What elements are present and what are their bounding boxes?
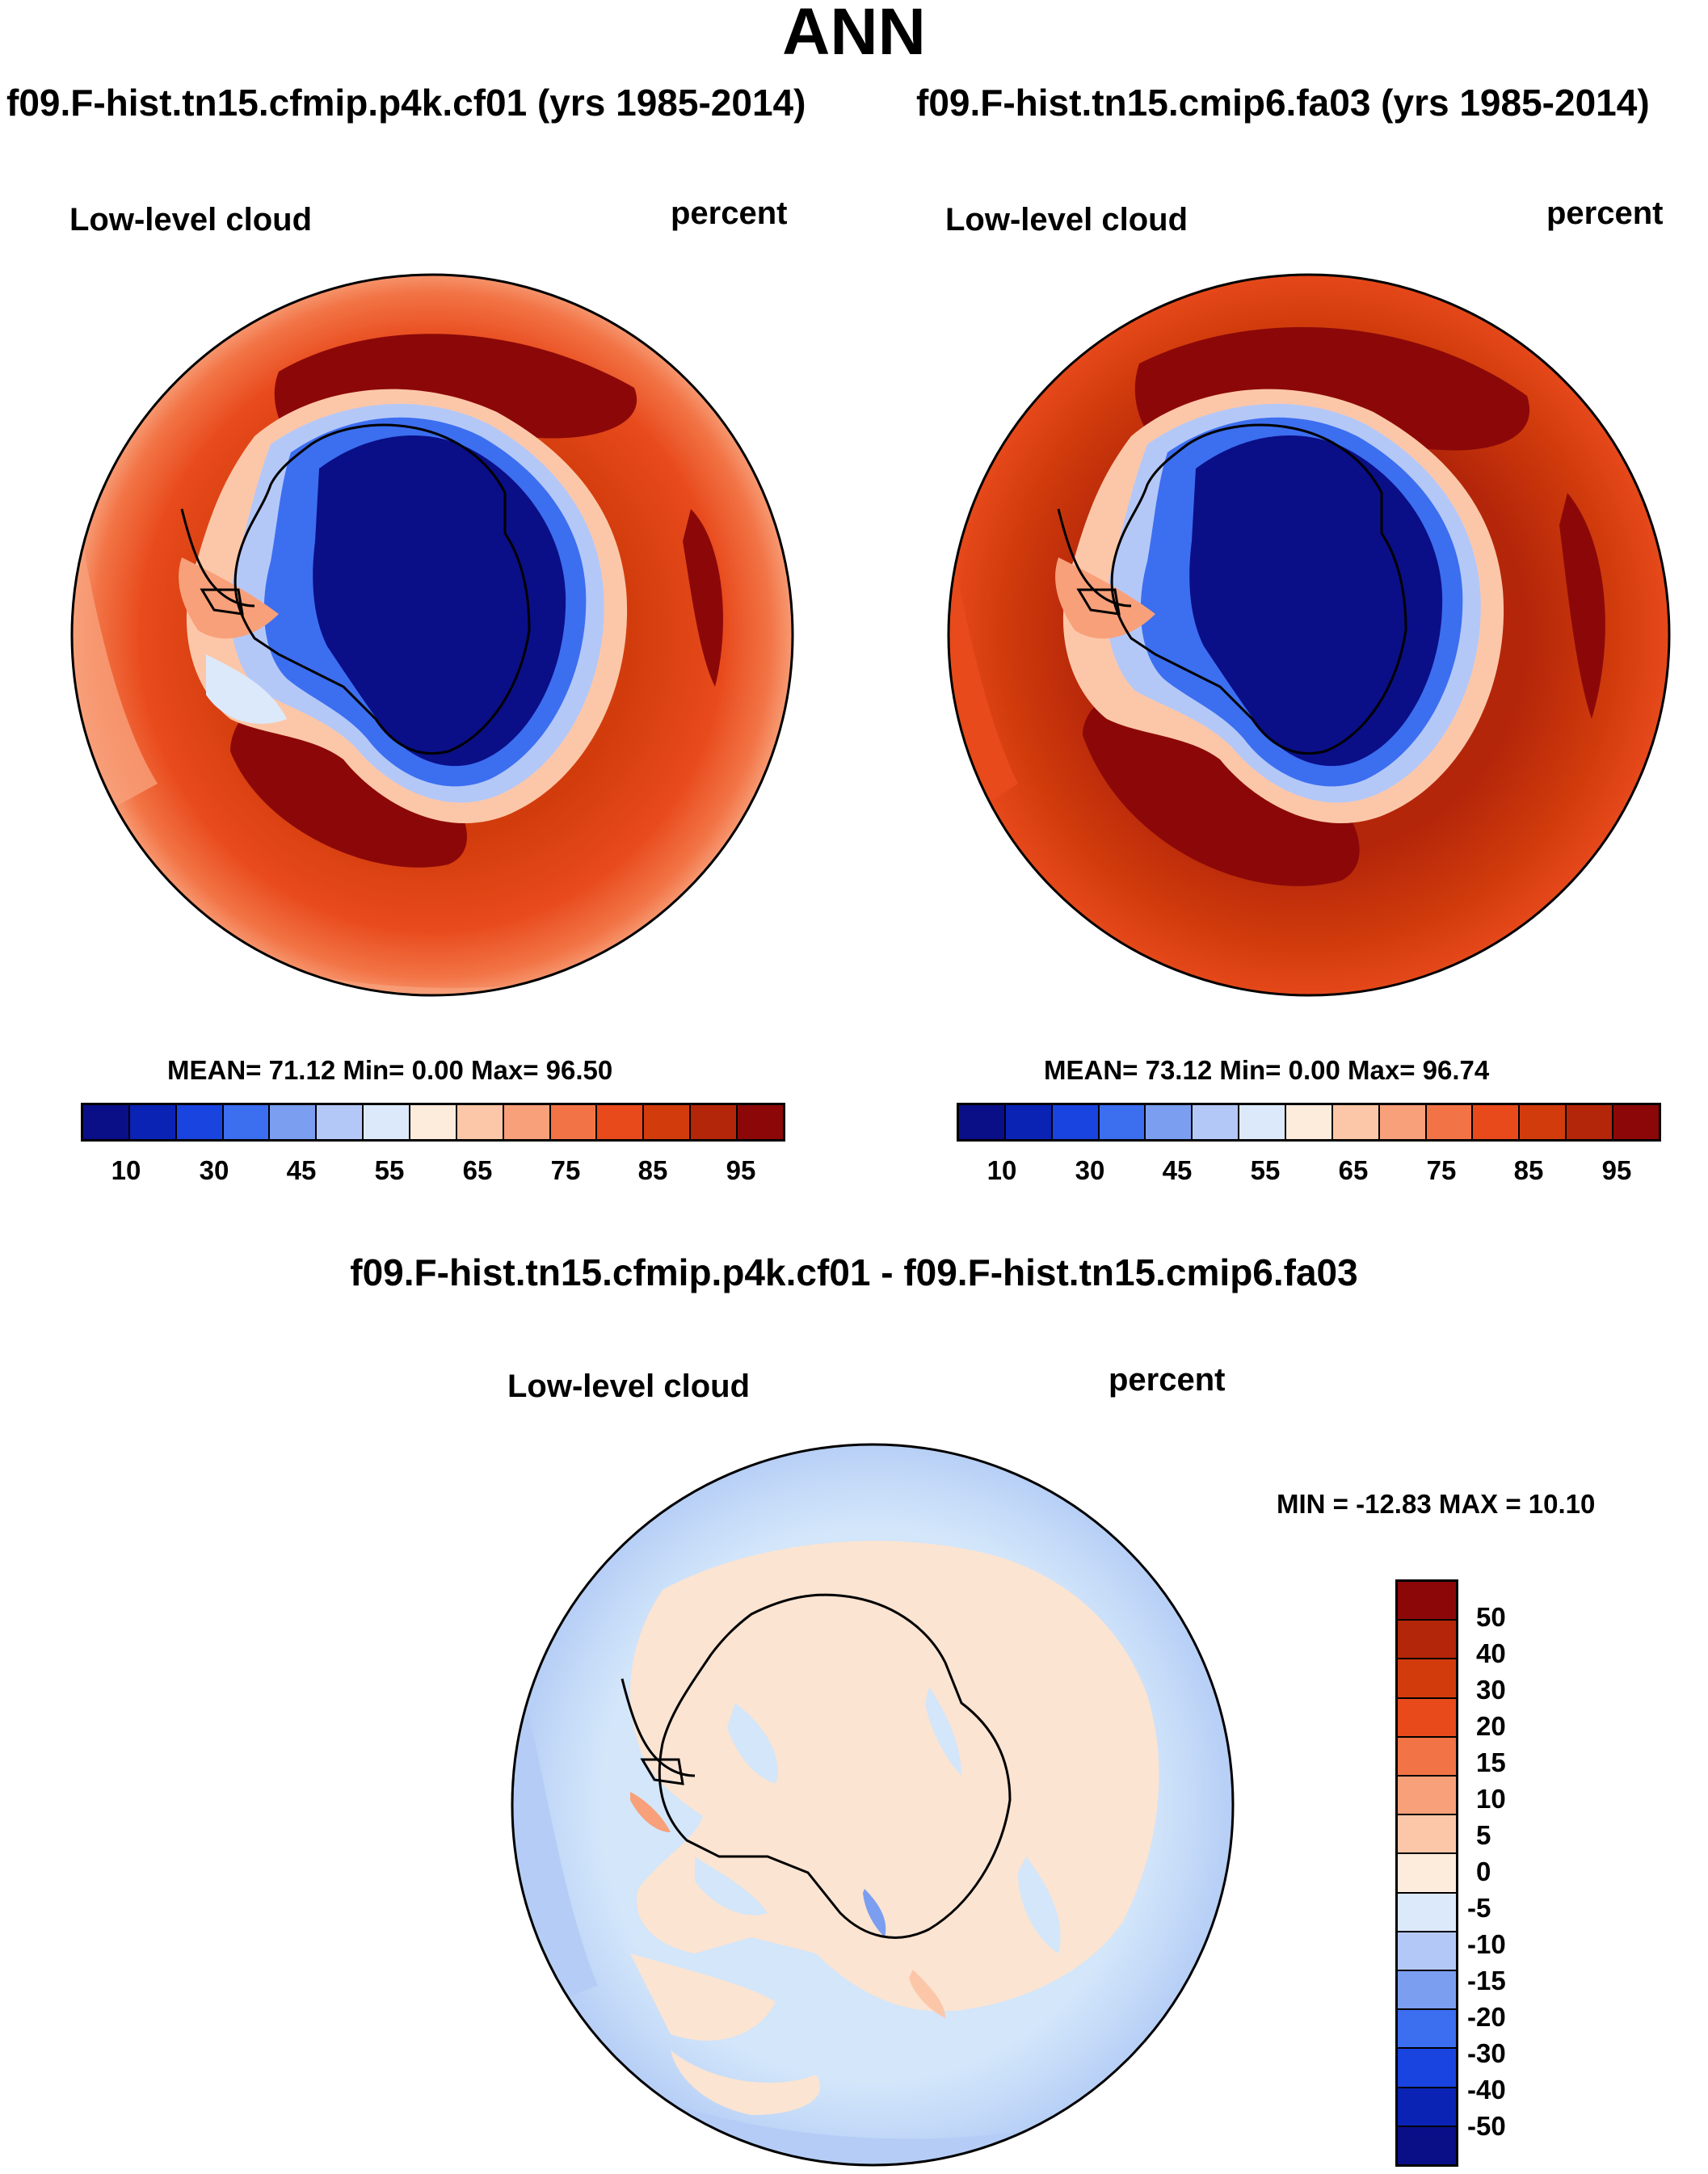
panel1-case-title: f09.F-hist.tn15.cfmip.p4k.cf01 (yrs 1985… (6, 82, 806, 124)
panel1-tick: 55 (374, 1155, 405, 1185)
diff-tick: 20 (1476, 1711, 1506, 1741)
panel2-tick: 55 (1250, 1155, 1281, 1185)
diff-tick: 10 (1476, 1784, 1506, 1814)
panel2-case-title: f09.F-hist.tn15.cmip6.fa03 (yrs 1985-201… (916, 82, 1650, 124)
panel2-tick: 10 (987, 1155, 1017, 1185)
panel2-tick: 85 (1513, 1155, 1544, 1185)
diff-tick: -40 (1467, 2075, 1506, 2105)
panel2-tick: 75 (1426, 1155, 1457, 1185)
panel1-tick: 75 (550, 1155, 581, 1185)
panel1-tick: 30 (199, 1155, 229, 1185)
diff-tick: 30 (1476, 1675, 1506, 1705)
panel2-tick: 45 (1162, 1155, 1193, 1185)
diff-tick: -5 (1467, 1893, 1491, 1923)
panel1-polar-map (70, 273, 794, 997)
diff-tick: 40 (1476, 1638, 1506, 1668)
panel2-tick: 65 (1338, 1155, 1369, 1185)
panel1-colorbar (81, 1103, 785, 1142)
panel1-stats: MEAN= 71.12 Min= 0.00 Max= 96.50 (167, 1055, 613, 1085)
panel2-polar-map (947, 273, 1671, 997)
diff-variable-label: Low-level cloud (507, 1369, 751, 1404)
panel2-colorbar (957, 1103, 1661, 1142)
diff-tick: 0 (1476, 1857, 1491, 1886)
diff-tick: -10 (1467, 1929, 1506, 1959)
diff-tick: 15 (1476, 1747, 1506, 1777)
panel2-units-label: percent (1546, 196, 1664, 231)
panel2-tick: 95 (1601, 1155, 1632, 1185)
diff-tick: 5 (1476, 1820, 1491, 1850)
panel2-stats: MEAN= 73.12 Min= 0.00 Max= 96.74 (1044, 1055, 1490, 1085)
panel1-tick: 65 (462, 1155, 493, 1185)
panel1-tick: 95 (726, 1155, 756, 1185)
page-title: ANN (782, 0, 926, 69)
diff-tick: 50 (1476, 1602, 1506, 1632)
panel2-variable-label: Low-level cloud (945, 202, 1188, 238)
panel1-tick: 10 (111, 1155, 141, 1185)
panel1-units-label: percent (671, 196, 788, 231)
panel2-tick: 30 (1075, 1155, 1105, 1185)
diff-tick: -50 (1467, 2111, 1506, 2141)
diff-polar-map (511, 1443, 1235, 2167)
panel1-tick: 45 (286, 1155, 317, 1185)
diff-units-label: percent (1109, 1362, 1226, 1398)
diff-tick: -20 (1467, 2002, 1506, 2032)
diff-tick: -15 (1467, 1966, 1506, 1995)
panel1-tick: 85 (637, 1155, 668, 1185)
panel1-variable-label: Low-level cloud (69, 202, 313, 238)
diff-stats: MIN = -12.83 MAX = 10.10 (1277, 1489, 1596, 1519)
diff-tick: -30 (1467, 2038, 1506, 2068)
diff-title: f09.F-hist.tn15.cfmip.p4k.cf01 - f09.F-h… (350, 1251, 1358, 1293)
diff-colorbar (1395, 1579, 1458, 2167)
